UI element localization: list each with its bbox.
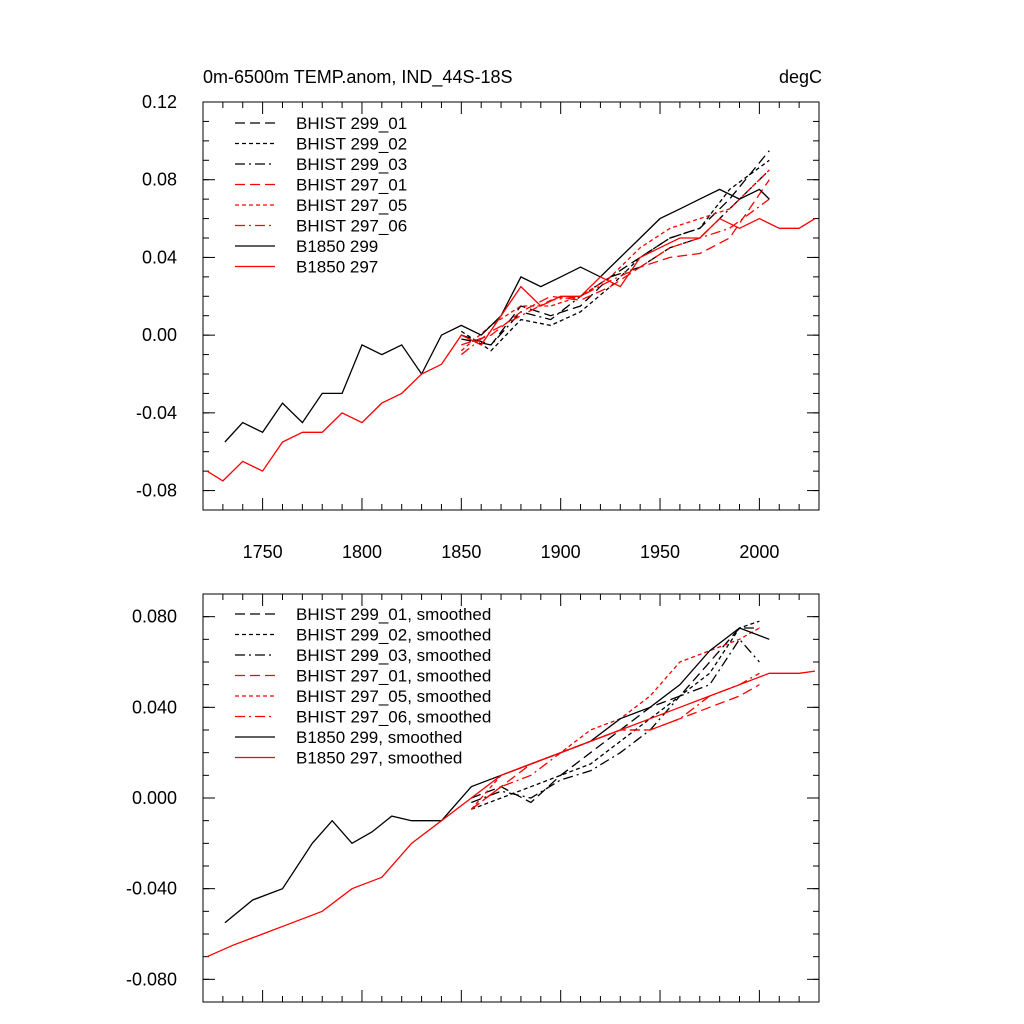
series-line-2 [471,620,760,810]
y-tick-label: -0.04 [136,403,177,423]
legend-label: B1850 299, smoothed [296,728,462,747]
series-line-4 [470,684,760,810]
series-line-1 [461,150,770,346]
x-tick-label: 1750 [243,542,283,562]
series-line-6 [460,198,770,356]
legend-label: BHIST 299_01, smoothed [296,605,491,624]
panel-bottom: -0.080 -0.040 0.000 0.040 0.080 BHIST 299_01… [126,593,820,1003]
legend-label: B1850 297 [296,258,378,277]
x-tick-label: 1900 [541,542,581,562]
legend-label: BHIST 299_03 [296,155,407,174]
plot-frame [202,101,820,511]
y-tick-label: 0.04 [142,247,177,267]
legend-label: BHIST 297_01, smoothed [296,667,491,686]
x-tick-label: 1850 [441,542,481,562]
legend-label: BHIST 297_05 [296,196,407,215]
series-line-2 [460,159,770,352]
y-tick-label: 0.000 [132,788,177,808]
y-tick-label: 0.08 [142,170,177,190]
series-line-4 [461,179,770,346]
series-line-8 [206,670,816,958]
legend-label: BHIST 299_01 [296,114,407,133]
legend-label: BHIST 297_06 [296,217,407,236]
series-line-7 [224,627,770,924]
legend-label: BHIST 299_02, smoothed [296,626,491,645]
y-tick-label: 0.040 [132,697,177,717]
legend-label: BHIST 297_01 [296,176,407,195]
y-tick-label: 0.12 [142,92,177,112]
y-tick-label: -0.08 [136,481,177,501]
y-tick-label: -0.040 [126,879,177,899]
panel-top: 0m-6500m TEMP.anom, IND_44S-18S degC -0.… [136,67,822,562]
legend-label: B1850 299 [296,237,378,256]
y-tick-label: 0.080 [132,607,177,627]
chart-units: degC [779,67,822,87]
legend-label: B1850 297, smoothed [296,749,462,768]
legend-label: BHIST 297_05, smoothed [296,687,491,706]
x-tick-label: 1800 [342,542,382,562]
legend-label: BHIST 299_02 [296,135,407,154]
legend-label: BHIST 299_03, smoothed [296,646,491,665]
series-line-5 [460,169,770,352]
chart-title: 0m-6500m TEMP.anom, IND_44S-18S [203,67,512,88]
x-tick-label: 1950 [640,542,680,562]
series-line-3 [461,169,770,346]
legend: BHIST 299_01, smoothed BHIST 299_02, smoo… [235,605,491,768]
series-line-3 [471,638,760,804]
legend-label: BHIST 297_06, smoothed [296,708,491,727]
y-tick-label: 0.00 [142,325,177,345]
y-tick-label: -0.080 [126,969,177,989]
x-tick-label: 2000 [739,542,779,562]
series-line-8 [206,217,816,482]
